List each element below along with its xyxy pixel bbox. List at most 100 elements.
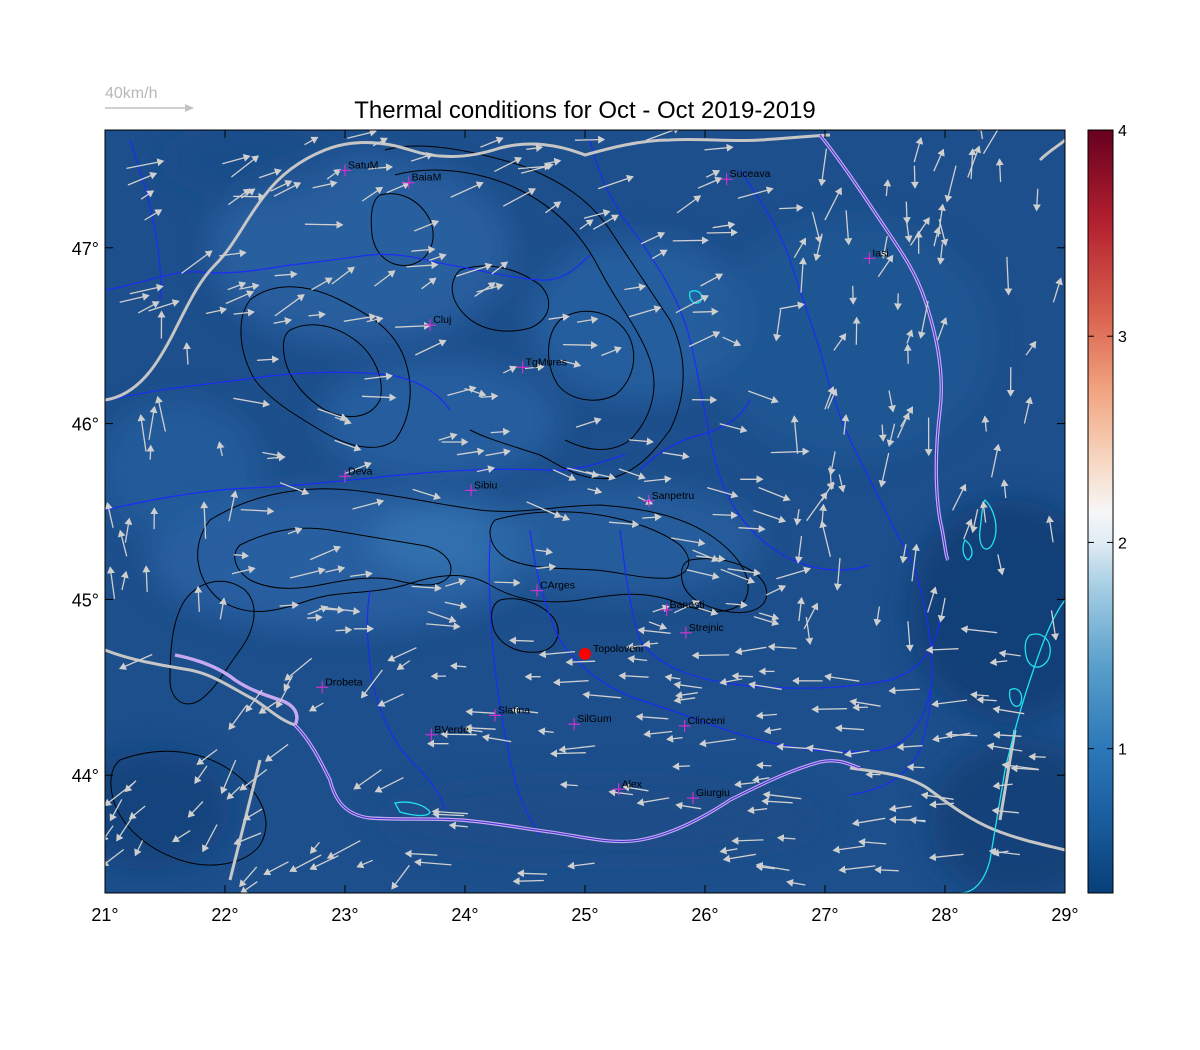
- wind-arrow: [308, 310, 326, 319]
- city-marker: SatuM: [339, 159, 378, 177]
- wind-arrow: [928, 853, 964, 862]
- city-marker: Cluj: [424, 314, 451, 332]
- wind-arrow: [264, 743, 289, 762]
- x-tick-label: 21°: [91, 905, 118, 925]
- wind-arrow: [851, 817, 886, 827]
- wind-arrow: [536, 563, 557, 572]
- wind-arrow: [873, 606, 882, 627]
- city-marker: TgMures: [516, 356, 567, 374]
- wind-arrow: [284, 657, 313, 681]
- wind-arrow: [827, 451, 836, 476]
- wind-arrow: [308, 702, 324, 712]
- wind-arrow: [979, 500, 988, 523]
- wind-arrow: [673, 695, 696, 704]
- city-marker: Banesti: [660, 599, 705, 616]
- wind-arrow: [675, 691, 698, 699]
- lake-shape: [979, 498, 997, 550]
- wind-arrow: [559, 780, 578, 789]
- wind-arrow: [874, 865, 899, 874]
- city-label: TgMures: [526, 356, 567, 368]
- wind-arrow: [545, 201, 562, 214]
- wind-arrow: [992, 781, 1013, 790]
- wind-arrow: [476, 465, 496, 474]
- wind-arrow: [903, 343, 912, 364]
- wind-arrow: [395, 321, 431, 330]
- wind-arrow: [205, 306, 228, 315]
- colorbar-ticks: 1 2 3 4: [1088, 123, 1127, 759]
- river-line: [739, 169, 901, 541]
- wind-arrow: [356, 859, 373, 869]
- wind-arrow: [835, 724, 864, 733]
- wind-arrow: [574, 135, 606, 144]
- wind-arrow: [311, 277, 333, 291]
- wind-arrow: [833, 557, 842, 591]
- wind-arrow: [239, 881, 258, 893]
- border-line: [849, 766, 1065, 852]
- wind-arrow: [404, 849, 438, 858]
- wind-arrow: [1023, 396, 1033, 424]
- wind-arrow: [762, 790, 802, 800]
- lake-shape: [962, 539, 973, 561]
- border-line: [1038, 138, 1065, 162]
- wind-arrow: [968, 148, 977, 180]
- wind-arrow: [737, 186, 774, 199]
- contour-line: [451, 265, 550, 332]
- x-tick-label: 27°: [811, 905, 838, 925]
- wind-arrow: [350, 570, 373, 579]
- wind-arrow: [428, 252, 447, 262]
- wind-arrow: [576, 315, 599, 324]
- wind-arrow: [643, 729, 673, 738]
- wind-vectors: [105, 130, 1063, 893]
- wind-arrow: [464, 724, 496, 732]
- wind-arrow: [306, 613, 323, 622]
- wind-arrow: [233, 192, 266, 201]
- river-line: [109, 371, 451, 411]
- river-line: [619, 529, 941, 689]
- wind-arrow: [824, 386, 835, 410]
- wind-arrow: [699, 738, 736, 748]
- wind-arrow: [672, 236, 709, 245]
- wind-arrow: [410, 152, 434, 162]
- wind-arrow: [692, 307, 719, 316]
- wind-arrow: [233, 397, 270, 408]
- city-marker: Drobeta: [316, 676, 363, 694]
- x-tick-label: 24°: [451, 905, 478, 925]
- contour-line: [370, 193, 434, 266]
- wind-arrow: [196, 749, 218, 765]
- wind-arrow: [312, 179, 338, 189]
- wind-arrow: [704, 143, 734, 152]
- prut-river: [819, 134, 949, 561]
- wind-arrow: [273, 182, 302, 197]
- city-label: Deva: [348, 465, 373, 477]
- wind-arrow: [537, 727, 554, 736]
- wind-arrow: [307, 605, 329, 616]
- city-label: BVerde: [434, 724, 469, 736]
- wind-arrow: [456, 447, 485, 456]
- wind-arrow: [929, 800, 955, 809]
- wind-arrow: [902, 201, 911, 225]
- contour-line: [491, 598, 559, 653]
- wind-arrow: [779, 203, 804, 212]
- wind-arrow: [258, 701, 277, 714]
- wind-arrow: [675, 295, 709, 314]
- sw-border: [174, 653, 299, 726]
- wind-arrow: [798, 257, 807, 293]
- wind-arrow: [127, 171, 158, 186]
- wind-arrow: [413, 219, 440, 232]
- wind-arrow: [245, 689, 263, 713]
- wind-arrow: [347, 130, 377, 139]
- wind-arrow: [200, 501, 209, 539]
- wind-arrow: [225, 290, 255, 305]
- wind-arrow: [977, 130, 986, 140]
- wind-arrow: [779, 301, 805, 310]
- city-label: SatuM: [348, 159, 378, 171]
- wind-arrow: [731, 672, 754, 681]
- wind-arrow: [117, 529, 128, 557]
- wind-arrow: [952, 483, 967, 511]
- wind-arrow: [670, 537, 706, 547]
- wind-arrow: [239, 768, 268, 791]
- lakes-and-coast: [393, 290, 1065, 893]
- wind-arrow: [335, 626, 353, 635]
- wind-arrow: [991, 806, 1019, 815]
- wind-arrow: [905, 329, 914, 344]
